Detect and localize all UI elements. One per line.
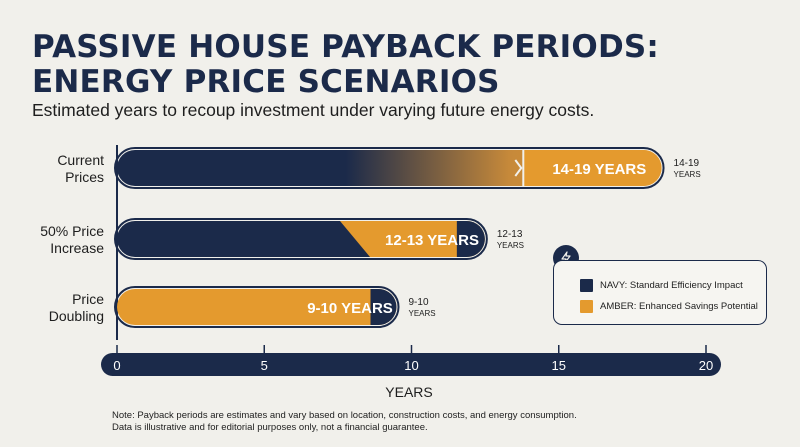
category-label-1-line-1: 50% Price [40, 223, 104, 239]
bar-navy-tip-1 [456, 221, 485, 257]
side-label-unit-0: YEARS [674, 170, 701, 179]
x-axis-title: YEARS [385, 384, 432, 400]
chart-title-line-1: PASSIVE HOUSE PAYBACK PERIODS: [32, 29, 660, 65]
bar-label-0: 14-19 YEARS [552, 161, 646, 178]
footnote-line-2: Data is illustrative and for editorial p… [112, 422, 428, 433]
footnote: Note: Payback periods are estimates and … [112, 410, 577, 434]
bar-amber-cap-0 [625, 150, 662, 186]
chevron-icon [514, 159, 523, 177]
chart-subtitle: Estimated years to recoup investment und… [32, 100, 595, 120]
category-label-0-line-2: Prices [65, 169, 104, 185]
side-label-unit-1: YEARS [497, 241, 524, 250]
bar-amber-segment-1 [340, 221, 485, 257]
chart-title-line-2: ENERGY PRICE SCENARIOS [32, 64, 500, 100]
x-tick-label-0: 0 [113, 358, 120, 373]
category-label-1-line-2: Increase [50, 240, 104, 256]
bar-label-1: 12-13 YEARS [385, 232, 479, 249]
footnote-line-1: Note: Payback periods are estimates and … [112, 410, 577, 421]
side-label-unit-2: YEARS [409, 309, 436, 318]
x-axis-bar [101, 353, 721, 376]
side-label-range-1: 12-13 [497, 229, 523, 240]
legend-item-navy: NAVY: Standard Efficiency Impact [580, 279, 743, 292]
bar-outline-1 [114, 218, 488, 260]
x-tick-label-1: 5 [261, 358, 268, 373]
bar-2 [117, 289, 397, 325]
legend-label-navy: NAVY: Standard Efficiency Impact [600, 280, 743, 291]
bar-label-2: 9-10 YEARS [307, 300, 393, 317]
category-label-2-line-2: Doubling [49, 308, 104, 324]
category-label-0-line-1: Current [57, 152, 104, 168]
category-label-2-line-1: Price [72, 291, 104, 307]
x-tick-label-4: 20 [699, 358, 713, 373]
legend-swatch-navy [580, 279, 593, 292]
x-tick-label-2: 10 [404, 358, 418, 373]
x-tick-label-3: 15 [552, 358, 566, 373]
bar-outline-0 [114, 147, 665, 189]
bar-amber-segment-0 [523, 150, 644, 186]
bar-navy-tip-2 [370, 289, 397, 325]
legend-label-amber: AMBER: Enhanced Savings Potential [600, 301, 758, 312]
legend-swatch-amber [580, 300, 593, 313]
legend-item-amber: AMBER: Enhanced Savings Potential [580, 300, 758, 313]
side-label-range-2: 9-10 [409, 297, 429, 308]
chart-title: PASSIVE HOUSE PAYBACK PERIODS: ENERGY PR… [32, 30, 659, 100]
chart-legend: NAVY: Standard Efficiency Impact AMBER: … [553, 260, 767, 325]
side-label-range-0: 14-19 [674, 158, 700, 169]
bar-outline-2 [114, 286, 400, 328]
